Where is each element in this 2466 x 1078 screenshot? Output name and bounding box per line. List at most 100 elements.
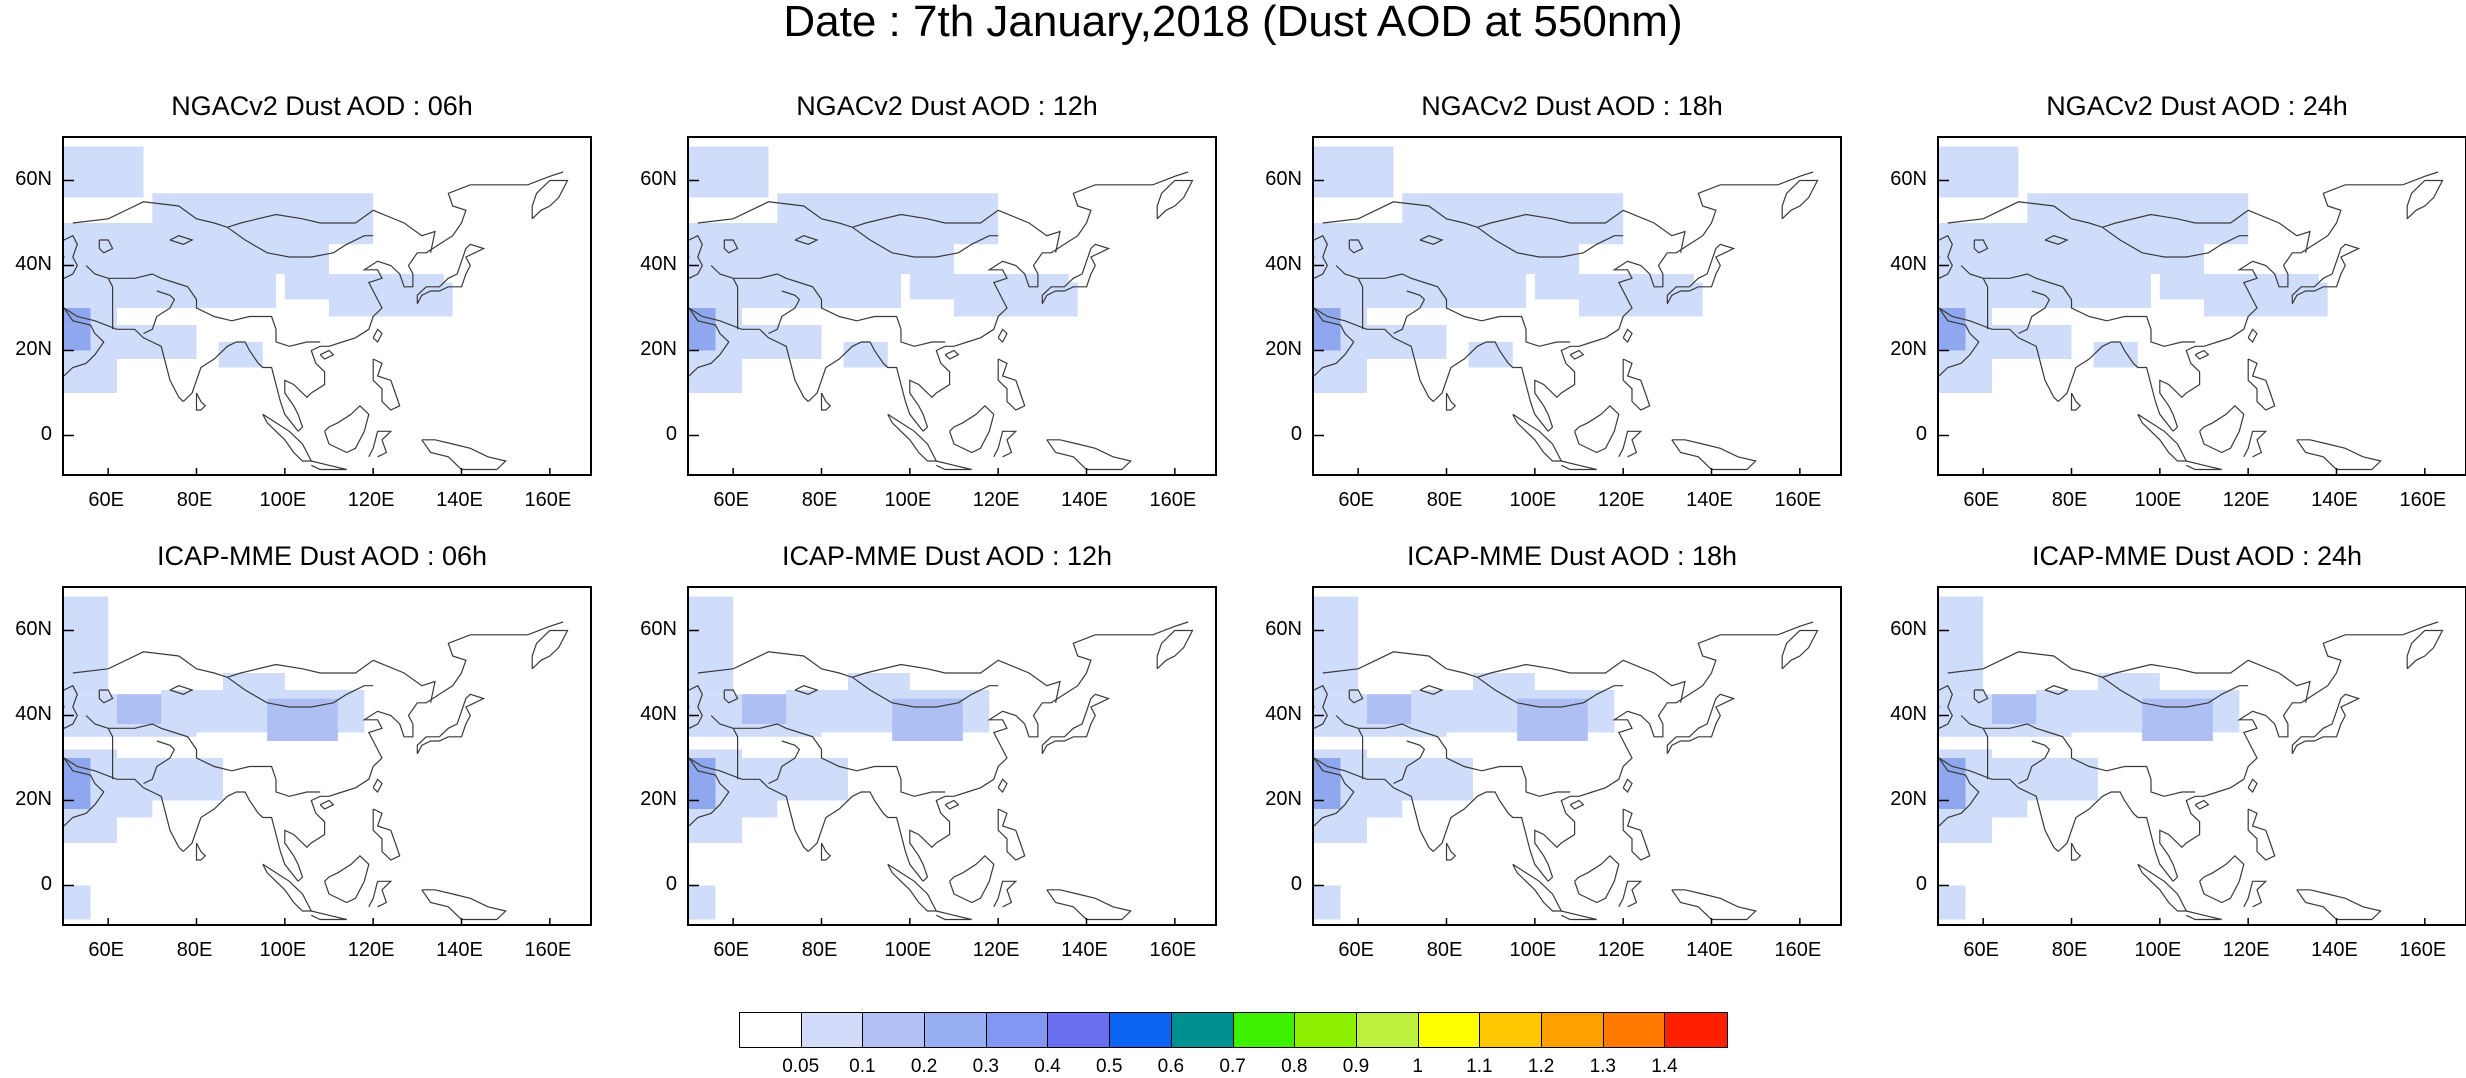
coastline: [262, 413, 313, 462]
dust-aod-cell: [689, 758, 716, 809]
coastline: [64, 307, 105, 377]
coastline: [1419, 235, 1444, 245]
coastline: [949, 404, 995, 454]
coastline: [909, 795, 954, 882]
dust-aod-cell: [1939, 146, 2019, 198]
coastline: [697, 201, 1061, 253]
coastline: [2044, 685, 2069, 695]
coastline: [1622, 358, 1651, 411]
map-plot: [64, 596, 569, 924]
coastline: [2203, 171, 2439, 347]
x-tick-label: 160E: [1149, 939, 1197, 961]
coastline: [953, 621, 1189, 797]
coastline: [689, 757, 809, 852]
coastline: [2199, 404, 2245, 454]
coastline: [108, 723, 321, 797]
coastline: [1569, 349, 1585, 360]
coastline: [1561, 460, 1597, 471]
coastline: [1622, 328, 1633, 343]
x-tick-label: 120E: [2222, 489, 2270, 511]
coastline: [1348, 689, 1364, 704]
coastline: [1960, 715, 1984, 729]
coastline: [416, 693, 486, 755]
coastline: [1432, 341, 1549, 432]
coastline: [182, 791, 299, 882]
coastline: [710, 715, 734, 729]
x-tick-label: 60E: [88, 939, 124, 961]
coastline: [1781, 179, 1819, 220]
y-tick-label: 0: [665, 872, 677, 895]
coastline: [2194, 349, 2210, 360]
panel-title: NGACv2 Dust AOD : 18h: [1421, 91, 1723, 121]
coastline: [143, 290, 176, 335]
x-tick-label: 100E: [1509, 939, 1557, 961]
coastline: [2070, 392, 2082, 411]
colorbar-swatch: [1295, 1013, 1357, 1047]
x-tick-label: 120E: [972, 939, 1020, 961]
panel-title: ICAP-MME Dust AOD : 24h: [2031, 541, 2363, 571]
x-tick-label: 60E: [1338, 489, 1374, 511]
coastline: [1781, 629, 1819, 670]
colorbar-swatch: [1418, 1013, 1481, 1047]
x-tick-label: 60E: [1338, 939, 1374, 961]
y-tick-label: 20N: [1890, 787, 1927, 810]
map-plot: [689, 146, 1194, 474]
map-frame: [62, 586, 592, 926]
coastline: [1666, 693, 1736, 755]
coastline: [1322, 651, 1686, 703]
coastline: [768, 740, 801, 785]
coastline: [1973, 239, 1989, 254]
x-tick-label: 140E: [1061, 489, 1108, 511]
dust-aod-cell: [1992, 325, 2072, 359]
coastline: [64, 234, 78, 279]
colorbar-swatch: [1110, 1013, 1172, 1047]
colorbar-swatch: [925, 1013, 987, 1047]
coastline: [1046, 889, 1132, 921]
colorbar-label: 1.3: [1589, 1056, 1616, 1077]
map-frame: [1312, 136, 1842, 476]
colorbar-swatch: [1480, 1013, 1542, 1047]
coastline: [1348, 239, 1364, 254]
dust-aod-cell: [2027, 193, 2249, 245]
x-tick-label: 80E: [1426, 489, 1463, 511]
dust-aod-cell: [689, 596, 734, 695]
panel-title: ICAP-MME Dust AOD : 12h: [781, 541, 1113, 571]
coastline: [820, 842, 832, 861]
coastline: [1357, 728, 1364, 780]
coastline: [2102, 226, 2249, 258]
coastline: [1314, 757, 1434, 852]
coastline: [2247, 328, 2258, 343]
coastline: [794, 235, 819, 245]
coastline: [195, 842, 207, 861]
x-tick-label: 60E: [1963, 489, 1999, 511]
coastline: [997, 328, 1008, 343]
coastline: [64, 757, 105, 827]
colorbar-label: 0.5: [1095, 1056, 1123, 1077]
dust-aod-cell: [1992, 694, 2037, 724]
coastline: [1561, 910, 1597, 921]
coastline: [2406, 629, 2444, 670]
coastline: [993, 880, 1018, 908]
coastline: [997, 358, 1026, 411]
coastline: [1156, 179, 1194, 220]
coastline: [1393, 290, 1426, 335]
x-tick-label: 60E: [713, 939, 749, 961]
coastline: [1357, 278, 1364, 330]
colorbar-swatch: [801, 1013, 864, 1047]
colorbar-swatch: [1171, 1013, 1234, 1047]
coastline: [2406, 179, 2444, 220]
dust-aod-cell: [1314, 596, 1359, 695]
colorbar-label: 1.2: [1527, 1056, 1555, 1077]
colorbar-swatch: [1233, 1013, 1296, 1047]
x-tick-label: 160E: [2399, 939, 2447, 961]
coastline: [227, 676, 374, 708]
coastline: [2159, 795, 2204, 882]
y-tick-label: 40N: [640, 252, 677, 275]
coastline: [227, 226, 374, 258]
coastline: [997, 778, 1008, 793]
coastline: [1939, 307, 1980, 377]
x-tick-label: 120E: [347, 939, 395, 961]
coastline: [887, 413, 938, 462]
dust-aod-cell: [2098, 673, 2160, 699]
coastline: [2159, 345, 2204, 432]
